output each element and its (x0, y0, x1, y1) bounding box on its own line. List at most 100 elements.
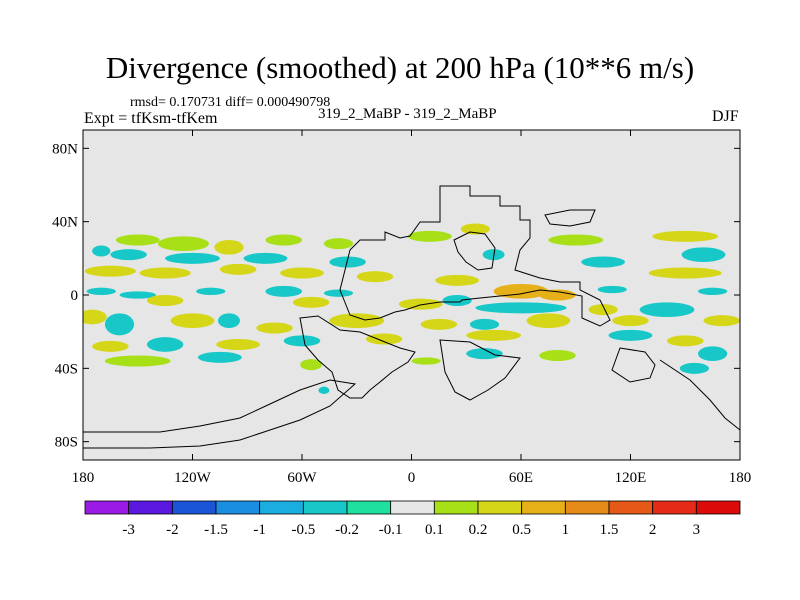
x-tick-label: 180 (72, 470, 95, 486)
colorbar-label: 1 (562, 522, 570, 538)
divergence-blob (460, 223, 490, 235)
colorbar-label: -1.5 (204, 522, 228, 538)
colorbar-swatch (564, 500, 610, 515)
divergence-blob (256, 322, 293, 334)
colorbar-swatch (302, 500, 348, 515)
y-tick-label: 0 (71, 288, 79, 304)
divergence-blob (218, 313, 240, 328)
colorbar-label: 1.5 (600, 522, 619, 538)
divergence-blob (411, 357, 441, 365)
divergence-blob (318, 386, 330, 395)
divergence-blob (539, 289, 576, 301)
colorbar-label: -1 (253, 522, 266, 538)
chart-title: Divergence (smoothed) at 200 hPa (10**6 … (105, 50, 695, 85)
divergence-blob (323, 289, 354, 297)
colorbar-swatch (259, 500, 304, 515)
divergence-blob (300, 359, 323, 371)
divergence-blob (466, 348, 503, 360)
divergence-blob (667, 335, 704, 347)
colorbar-swatch (695, 500, 741, 515)
divergence-blob (146, 295, 184, 306)
divergence-blob (539, 350, 576, 361)
divergence-blob (292, 296, 330, 308)
divergence-blob (442, 295, 472, 306)
x-axis: 180 120W 60W 0 60E 120E 180 (72, 130, 752, 486)
colorbar: -3 -2 -1.5 -1 -0.5 -0.2 -0.1 0.1 0.2 0.5 1 1.5 2 3 (84, 500, 741, 538)
divergence-field (83, 223, 740, 395)
divergence-blob (214, 240, 244, 255)
x-tick-label: 120W (174, 470, 212, 486)
colorbar-swatch (477, 500, 523, 515)
divergence-blob (329, 313, 385, 328)
divergence-blob (157, 236, 209, 252)
divergence-blob (219, 263, 257, 275)
plot-background (83, 130, 740, 460)
y-tick-label: 80N (52, 141, 78, 157)
colorbar-swatch (390, 500, 435, 515)
divergence-blob (243, 252, 288, 264)
divergence-blob (581, 256, 626, 268)
divergence-blob (548, 234, 604, 246)
divergence-blob (92, 340, 129, 352)
colorbar-label: -0.2 (335, 522, 359, 538)
divergence-blob (648, 267, 722, 279)
x-tick-label: 180 (729, 470, 752, 486)
colorbar-swatch (84, 500, 130, 515)
divergence-blob (608, 329, 653, 341)
divergence-blob (420, 318, 458, 330)
coastline-overlay (83, 185, 740, 449)
divergence-blob (119, 291, 156, 299)
colorbar-label: -2 (166, 522, 179, 538)
divergence-blob (466, 329, 521, 341)
divergence-blob (165, 252, 220, 264)
colorbar-swatch (215, 500, 261, 515)
experiment-text: Expt = tfKsm-tfKem (84, 110, 218, 127)
divergence-blob (588, 304, 618, 316)
divergence-blob (84, 265, 136, 277)
divergence-blob (323, 238, 354, 250)
divergence-blob (475, 302, 567, 314)
divergence-blob (92, 245, 111, 257)
x-tick-label: 60W (287, 470, 317, 486)
divergence-blob (280, 267, 324, 279)
colorbar-swatch (433, 500, 479, 515)
divergence-blob (398, 298, 443, 310)
divergence-blob (652, 230, 719, 242)
colorbar-label: 2 (649, 522, 657, 538)
colorbar-label: -3 (122, 522, 135, 538)
divergence-blob (435, 274, 480, 286)
divergence-blob (104, 313, 135, 336)
divergence-blob (86, 287, 116, 296)
colorbar-swatch (346, 500, 392, 515)
divergence-blob (197, 351, 242, 363)
divergence-blob (597, 285, 627, 294)
divergence-blob (283, 335, 321, 347)
divergence-blob (365, 333, 403, 345)
divergence-blob (265, 285, 302, 297)
divergence-blob (216, 339, 261, 350)
colorbar-label: 0.2 (469, 522, 488, 538)
colorbar-swatch (521, 500, 566, 515)
x-tick-label: 0 (408, 470, 416, 486)
runs-text: 319_2_MaBP - 319_2_MaBP (318, 106, 497, 122)
divergence-blob (698, 346, 728, 361)
divergence-blob (679, 362, 709, 374)
divergence-blob (329, 256, 366, 268)
colorbar-label: 3 (693, 522, 701, 538)
colorbar-swatch (171, 500, 217, 515)
colorbar-label: -0.1 (379, 522, 403, 538)
divergence-blob (115, 234, 160, 246)
colorbar-swatch (652, 500, 697, 515)
divergence-blob (170, 313, 215, 328)
colorbar-swatch (608, 500, 654, 515)
divergence-blob (469, 318, 500, 330)
colorbar-label: 0.5 (512, 522, 531, 538)
divergence-blob (146, 337, 184, 352)
divergence-blob (681, 247, 726, 262)
divergence-blob (356, 271, 394, 283)
divergence-blob (698, 287, 728, 296)
divergence-blob (110, 249, 147, 261)
y-axis: 80N 40N 0 40S 80S (52, 141, 740, 451)
colorbar-label: -0.5 (291, 522, 315, 538)
divergence-blob (139, 267, 191, 279)
